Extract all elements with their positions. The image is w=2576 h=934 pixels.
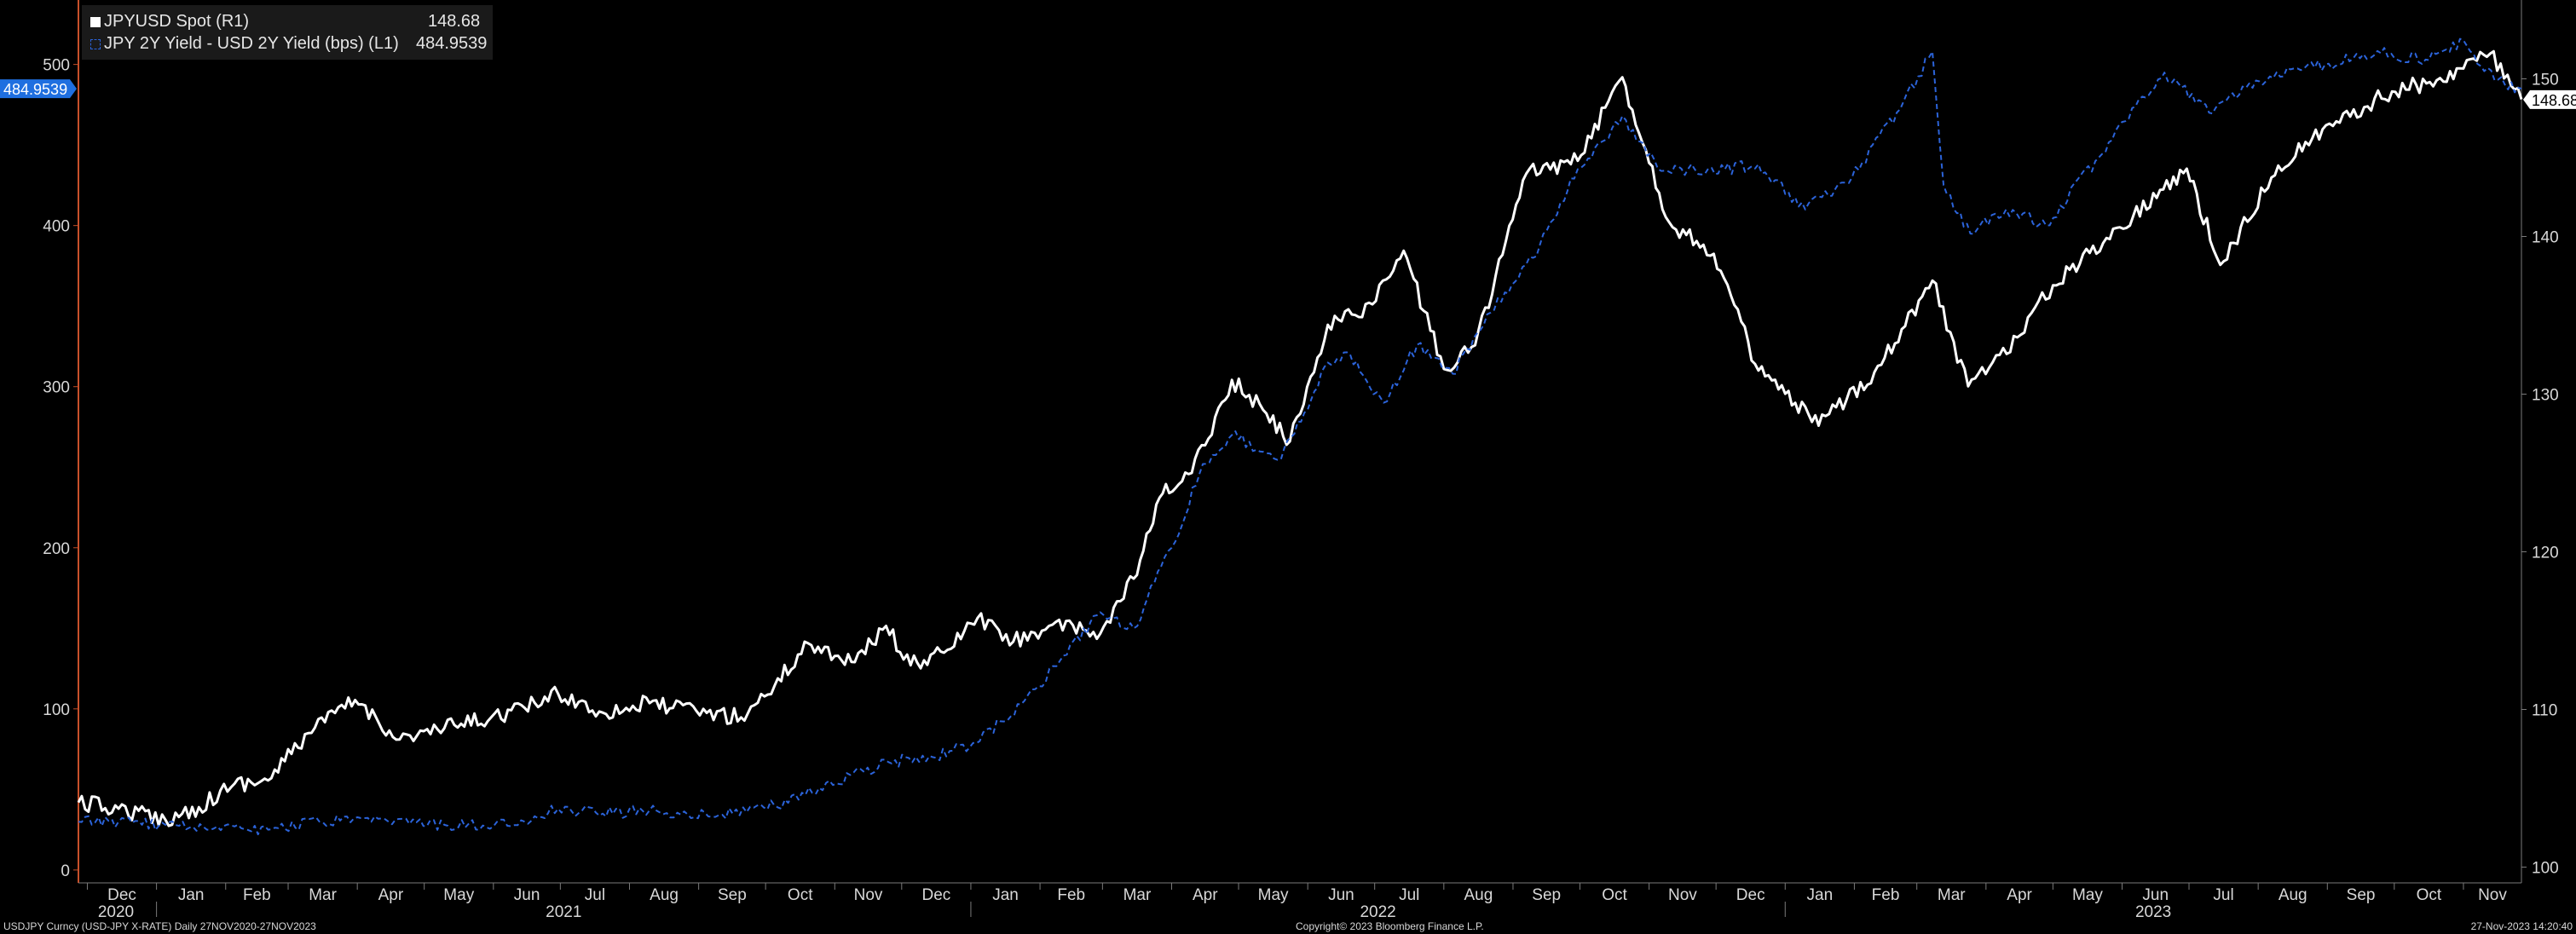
right-value-badge bbox=[2523, 89, 2576, 109]
axes: 0 100 200 300 400 500 100 110 120 130 140 150 Dec Jan… bbox=[43, 0, 2559, 921]
x-axis-month-label: May bbox=[2072, 886, 2103, 904]
series-layer bbox=[77, 37, 2523, 836]
x-axis-month-label: Apr bbox=[1193, 886, 1218, 904]
right-axis-tick-label: 100 bbox=[2532, 860, 2559, 878]
x-axis-month-label: Jun bbox=[1328, 886, 1354, 904]
right-axis-tick-label: 150 bbox=[2532, 72, 2559, 89]
x-axis-month-label: Feb bbox=[1872, 886, 1900, 904]
left-axis-tick-label: 300 bbox=[43, 379, 70, 397]
left-value-badge bbox=[0, 79, 77, 99]
x-axis-month-label: Mar bbox=[1123, 886, 1152, 904]
x-axis-month-label: Dec bbox=[1736, 886, 1765, 904]
legend-swatch-jpyusd bbox=[90, 17, 101, 27]
x-axis-year-label: 2021 bbox=[546, 903, 581, 921]
series-line-yield-spread bbox=[78, 37, 2522, 836]
x-axis-month-label: Apr bbox=[378, 886, 404, 904]
x-axis-year-label: 2023 bbox=[2135, 903, 2171, 921]
x-axis-month-label: Jun bbox=[514, 886, 540, 904]
x-axis-month-label: Oct bbox=[2417, 886, 2442, 904]
x-axis-month-label: Jan bbox=[178, 886, 205, 904]
x-axis-month-label: Sep bbox=[2347, 886, 2376, 904]
x-axis-month-label: Mar bbox=[1938, 886, 1966, 904]
x-axis-month-label: Jan bbox=[992, 886, 1019, 904]
right-axis-tick-label: 110 bbox=[2532, 702, 2557, 720]
right-axis-tick-label: 130 bbox=[2532, 387, 2559, 405]
x-axis-month-label: Feb bbox=[243, 886, 271, 904]
legend-label: JPY 2Y Yield - USD 2Y Yield (bps) (L1) bbox=[104, 34, 399, 53]
right-value-badge-label: 148.68 bbox=[2532, 92, 2576, 109]
series-line-jpyusd-spot bbox=[77, 49, 2523, 827]
x-axis-month-label: Dec bbox=[107, 886, 136, 904]
footer-copyright: Copyright© 2023 Bloomberg Finance L.P. bbox=[1296, 920, 1484, 932]
legend-swatch-yield-spread bbox=[90, 39, 101, 49]
left-axis-tick-label: 400 bbox=[43, 218, 70, 236]
x-axis-month-label: Sep bbox=[718, 886, 747, 904]
footer-timestamp: 27-Nov-2023 14:20:40 bbox=[2470, 920, 2573, 932]
x-axis-month-label: Sep bbox=[1532, 886, 1561, 904]
x-axis-year-label: 2020 bbox=[98, 903, 134, 921]
value-badges: 484.9539 148.68 bbox=[0, 79, 2576, 109]
x-axis-month-label: Aug bbox=[650, 886, 679, 904]
x-axis-month-label: Oct bbox=[1602, 886, 1627, 904]
left-axis-tick-label: 0 bbox=[61, 862, 70, 880]
x-axis-month-label: Aug bbox=[1464, 886, 1493, 904]
legend: JPYUSD Spot (R1) 148.68 JPY 2Y Yield - U… bbox=[82, 5, 493, 60]
x-axis-month-label: Nov bbox=[1668, 886, 1697, 904]
footer-security-info: USDJPY Curncy (USD-JPY X-RATE) Daily 27N… bbox=[3, 920, 316, 932]
x-axis-month-label: Feb bbox=[1057, 886, 1085, 904]
x-axis-month-label: May bbox=[1258, 886, 1289, 904]
x-axis-month-label: Mar bbox=[309, 886, 337, 904]
x-axis-month-label: Apr bbox=[2007, 886, 2032, 904]
x-axis-month-label: Jul bbox=[1399, 886, 1419, 904]
x-axis-month-label: Jan bbox=[1807, 886, 1834, 904]
x-axis-month-label: Nov bbox=[854, 886, 883, 904]
x-axis-month-label: Aug bbox=[2279, 886, 2307, 904]
x-axis-month-label: Jun bbox=[2142, 886, 2169, 904]
legend-value: 484.9539 bbox=[416, 34, 488, 53]
x-axis-month-label: Jul bbox=[585, 886, 605, 904]
left-axis-tick-label: 500 bbox=[43, 57, 70, 75]
right-axis-tick-label: 140 bbox=[2532, 229, 2559, 247]
left-value-badge-label: 484.9539 bbox=[3, 81, 67, 98]
right-axis-tick-label: 120 bbox=[2532, 545, 2559, 562]
left-axis-tick-label: 200 bbox=[43, 540, 70, 558]
x-axis-month-label: Nov bbox=[2478, 886, 2507, 904]
x-axis-month-label: Oct bbox=[788, 886, 813, 904]
x-axis-year-label: 2022 bbox=[1360, 903, 1395, 921]
x-axis-month-label: Jul bbox=[2213, 886, 2233, 904]
legend-label: JPYUSD Spot (R1) bbox=[104, 12, 250, 31]
left-axis-tick-label: 100 bbox=[43, 701, 70, 719]
x-axis-month-label: Dec bbox=[921, 886, 950, 904]
legend-value: 148.68 bbox=[428, 12, 481, 31]
x-axis-month-label: May bbox=[443, 886, 474, 904]
